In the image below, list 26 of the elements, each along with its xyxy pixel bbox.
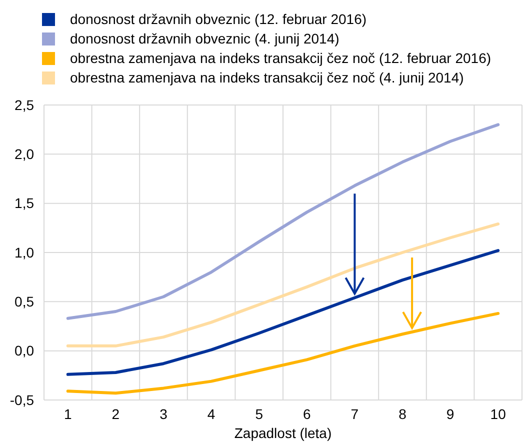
legend-label: obrestna zamenjava na indeks transakcij čez noč (12. februar 2016) bbox=[70, 50, 492, 66]
y-tick-label: 2,5 bbox=[14, 96, 34, 113]
x-tick-label: 1 bbox=[64, 406, 72, 422]
y-tick-label: 2,0 bbox=[14, 146, 34, 162]
x-tick-label: 9 bbox=[446, 406, 454, 422]
line-series bbox=[66, 312, 500, 395]
x-tick-label: 8 bbox=[398, 406, 407, 422]
y-tick-label: 0,5 bbox=[14, 294, 34, 310]
line-series bbox=[66, 249, 500, 376]
x-tick-label: 7 bbox=[350, 406, 359, 422]
legend-label: donosnost državnih obveznic (12. februar 2016) bbox=[70, 11, 367, 27]
x-tick-label: 3 bbox=[160, 406, 168, 422]
line-series bbox=[66, 123, 500, 320]
y-tick-label: 0,0 bbox=[14, 342, 34, 359]
x-tick-label: 5 bbox=[255, 406, 264, 422]
y-tick-label: -0,5 bbox=[10, 392, 34, 408]
line-series bbox=[66, 222, 500, 348]
x-tick-label: 4 bbox=[207, 406, 216, 422]
legend-label: donosnost državnih obveznic (4. junij 2014) bbox=[70, 30, 340, 46]
y-tick-label: 1,0 bbox=[14, 244, 34, 260]
x-tick-label: 2 bbox=[112, 406, 120, 422]
y-tick-label: 1,5 bbox=[14, 195, 34, 212]
x-tick-label: 10 bbox=[490, 406, 506, 422]
x-axis-title: Zapadlost (leta) bbox=[234, 425, 332, 441]
x-tick-label: 6 bbox=[303, 406, 311, 422]
legend-label: obrestna zamenjava na indeks transakcij čez noč (4. junij 2014) bbox=[70, 70, 464, 86]
